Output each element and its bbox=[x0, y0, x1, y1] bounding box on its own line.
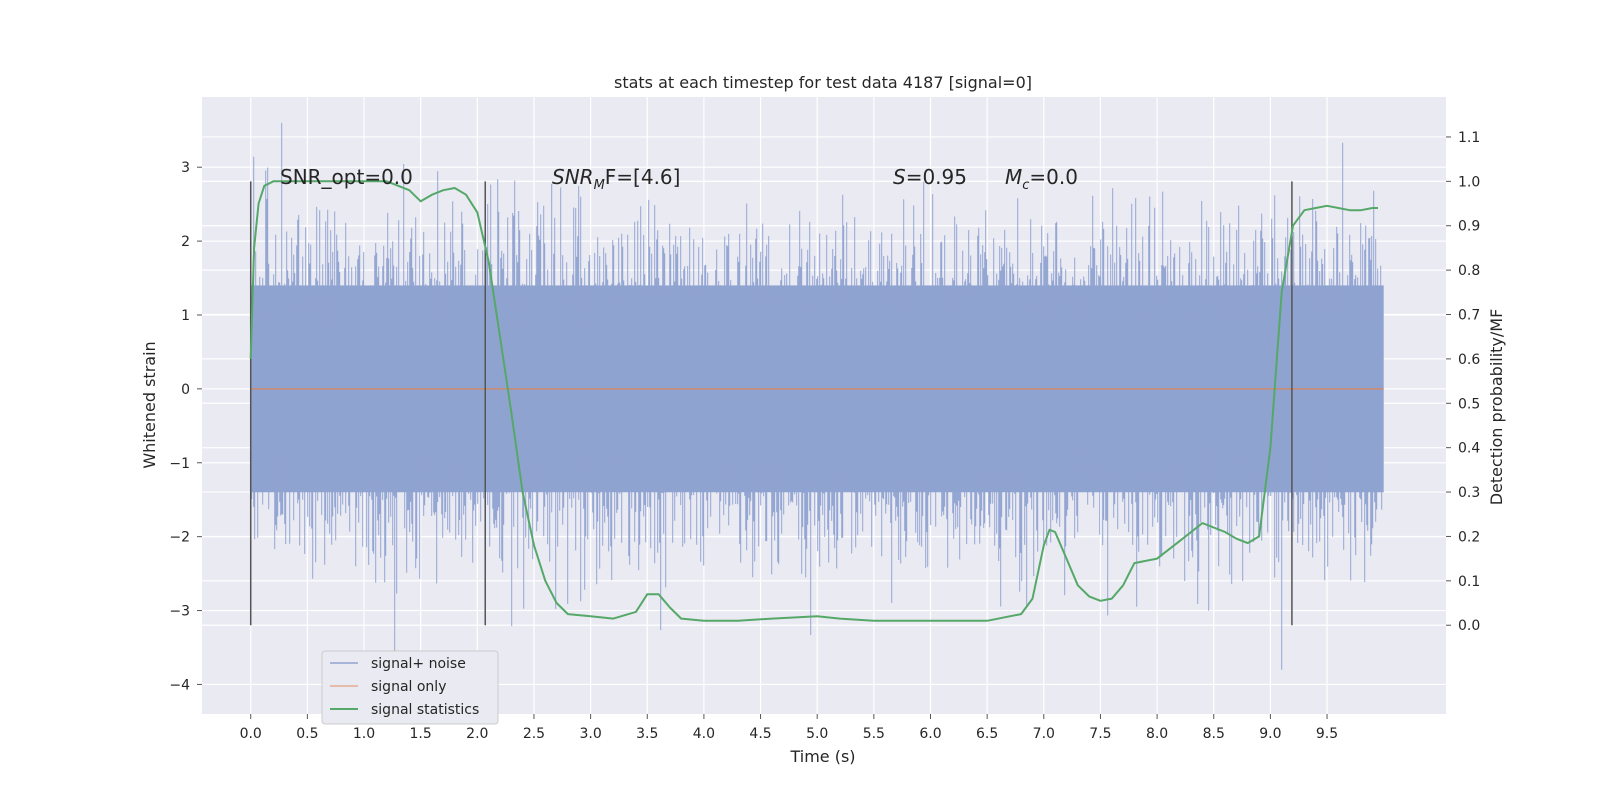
x-tick-label: 8.0 bbox=[1146, 726, 1168, 742]
annotation-snr-mf: SNRMF=[4.6] bbox=[552, 165, 680, 193]
y-tick-label: 2 bbox=[181, 234, 190, 250]
x-tick-label: 2.0 bbox=[466, 726, 488, 742]
legend-label-signal-only: signal only bbox=[371, 679, 446, 695]
x-tick-label: 1.5 bbox=[410, 726, 432, 742]
annotation-snr-mf-rest: F=[4.6] bbox=[605, 165, 681, 189]
annotation-mc-symbol: M bbox=[1005, 165, 1022, 189]
annotation-s-value: =0.95 bbox=[906, 165, 967, 189]
x-tick-label: 0.5 bbox=[296, 726, 318, 742]
y2-tick-label: 0.5 bbox=[1458, 396, 1480, 412]
y-tick-label: −4 bbox=[169, 677, 190, 693]
y-tick-label: 1 bbox=[181, 308, 190, 324]
y2-tick-label: 1.1 bbox=[1458, 130, 1480, 146]
y-tick-label: 0 bbox=[181, 382, 190, 398]
y2-tick-label: 1.0 bbox=[1458, 174, 1480, 190]
x-tick-label: 7.5 bbox=[1089, 726, 1111, 742]
x-tick-label: 9.5 bbox=[1316, 726, 1338, 742]
x-tick-labels: 0.0 0.5 1.0 1.5 2.0 2.5 3.0 3.5 4.0 4.5 5.0 5.5 6.0 6… bbox=[240, 714, 1338, 742]
annotation-s-symbol: S bbox=[893, 165, 906, 189]
annotation-snr-opt: SNR_opt=0.0 bbox=[280, 165, 413, 189]
x-tick-label: 6.0 bbox=[919, 726, 941, 742]
y2-tick-label: 0.7 bbox=[1458, 308, 1480, 324]
annotation-mc-value: =0.0 bbox=[1029, 165, 1078, 189]
x-tick-label: 7.0 bbox=[1033, 726, 1055, 742]
y2-tick-label: 0.1 bbox=[1458, 574, 1480, 590]
y2-axis-label: Detection probability/MF bbox=[1487, 309, 1506, 506]
annotation-s: S=0.95 bbox=[893, 165, 967, 189]
y-axis-label: Whitened strain bbox=[140, 341, 159, 468]
y-tick-label: −1 bbox=[169, 456, 190, 472]
annotation-snr-mf-sub: M bbox=[594, 178, 605, 193]
annotation-mc: Mc=0.0 bbox=[1005, 165, 1078, 193]
x-tick-label: 3.5 bbox=[636, 726, 658, 742]
x-tick-label: 0.0 bbox=[240, 726, 262, 742]
x-tick-label: 3.0 bbox=[579, 726, 601, 742]
y-tick-label: −3 bbox=[169, 604, 190, 620]
x-tick-label: 6.5 bbox=[976, 726, 998, 742]
annotation-snr-mf-base: SNR bbox=[552, 165, 594, 189]
y-tick-labels: 3 2 1 0 −1 −2 −3 −4 bbox=[169, 160, 202, 693]
annotation-mc-sub: c bbox=[1022, 178, 1029, 193]
chart-title: stats at each timestep for test data 418… bbox=[614, 73, 1032, 92]
legend-box bbox=[321, 650, 499, 725]
x-tick-label: 2.5 bbox=[523, 726, 545, 742]
x-tick-label: 4.5 bbox=[749, 726, 771, 742]
legend-label-signal-statistics: signal statistics bbox=[371, 702, 479, 718]
y2-tick-label: 0.4 bbox=[1458, 441, 1480, 457]
signal-statistics-line bbox=[249, 180, 1378, 622]
x-tick-label: 1.0 bbox=[353, 726, 375, 742]
x-tick-label: 5.0 bbox=[806, 726, 828, 742]
y2-tick-label: 0.3 bbox=[1458, 485, 1480, 501]
legend-label-signal-noise: signal+ noise bbox=[371, 656, 466, 672]
x-tick-label: 8.5 bbox=[1203, 726, 1225, 742]
y2-tick-label: 0.2 bbox=[1458, 529, 1480, 545]
y2-tick-label: 0.0 bbox=[1458, 618, 1480, 634]
x-tick-label: 9.0 bbox=[1259, 726, 1281, 742]
x-axis-label: Time (s) bbox=[789, 747, 855, 766]
y-tick-label: 3 bbox=[181, 160, 190, 176]
y2-tick-labels: 1.1 1.0 0.9 0.8 0.7 0.6 0.5 0.4 0.3 0.2 0.1 0.0 bbox=[1446, 130, 1480, 634]
y2-tick-label: 0.6 bbox=[1458, 352, 1480, 368]
plot-area bbox=[249, 122, 1384, 670]
x-tick-label: 5.5 bbox=[863, 726, 885, 742]
x-tick-label: 4.0 bbox=[693, 726, 715, 742]
y-tick-label: −2 bbox=[169, 530, 190, 546]
y2-tick-label: 0.9 bbox=[1458, 219, 1480, 235]
y2-tick-label: 0.8 bbox=[1458, 263, 1480, 279]
legend: signal+ noise signal only signal statist… bbox=[321, 650, 499, 725]
